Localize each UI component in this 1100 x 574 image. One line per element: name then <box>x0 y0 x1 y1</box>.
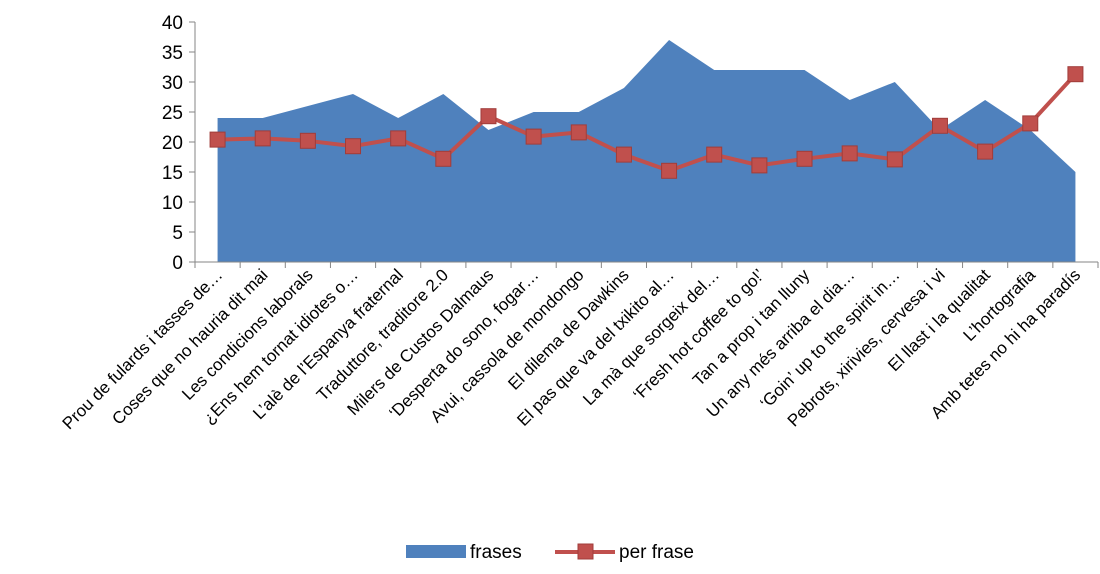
legend-label-frases: frases <box>470 542 522 563</box>
per-frase-marker <box>345 138 362 155</box>
per-frase-marker <box>706 146 723 163</box>
legend: frases per frase <box>406 542 694 563</box>
per-frase-marker <box>796 150 813 167</box>
per-frase-marker <box>931 117 948 134</box>
per-frase-marker <box>841 145 858 162</box>
y-tick-label: 25 <box>162 103 183 124</box>
y-tick-label: 30 <box>162 73 183 94</box>
per-frase-marker <box>525 128 542 145</box>
per-frase-marker <box>254 130 271 147</box>
area-layer <box>217 40 1076 262</box>
per-frase-marker <box>615 146 632 163</box>
per-frase-marker <box>435 150 452 167</box>
legend-swatch-per-frase-marker <box>577 543 594 560</box>
area-series-frases <box>217 40 1076 262</box>
per-frase-marker <box>661 162 678 179</box>
per-frase-marker <box>209 131 226 148</box>
per-frase-marker <box>299 132 316 149</box>
x-tick-labels: Prou de fulards i tasses de…Coses que no… <box>59 265 1085 433</box>
per-frase-marker <box>886 151 903 168</box>
axes-layer <box>189 21 1099 268</box>
y-tick-label: 0 <box>172 253 183 274</box>
per-frase-marker <box>570 124 587 141</box>
per-frase-marker <box>751 157 768 174</box>
x-tick-label: Prou de fulards i tasses de… <box>59 265 227 433</box>
per-frase-marker <box>480 108 497 125</box>
legend-swatch-frases <box>406 545 466 558</box>
legend-label-per-frase: per frase <box>619 542 694 563</box>
y-tick-labels: 0 5 10 15 20 25 30 35 40 <box>162 13 183 274</box>
y-tick-label: 40 <box>162 13 183 34</box>
y-tick-label: 35 <box>162 43 183 64</box>
marker-layer <box>209 66 1084 179</box>
per-frase-marker <box>1022 115 1039 132</box>
per-frase-marker <box>1067 66 1084 83</box>
y-tick-label: 5 <box>172 223 183 244</box>
per-frase-marker <box>390 130 407 147</box>
y-tick-label: 20 <box>162 133 183 154</box>
y-tick-label: 10 <box>162 193 183 214</box>
per-frase-marker <box>977 143 994 160</box>
y-tick-label: 15 <box>162 163 183 184</box>
